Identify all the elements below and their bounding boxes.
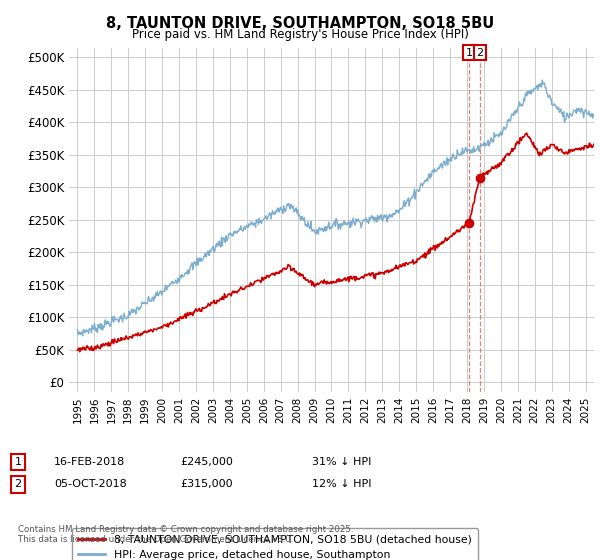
Text: 05-OCT-2018: 05-OCT-2018 — [54, 479, 127, 489]
Text: 31% ↓ HPI: 31% ↓ HPI — [312, 457, 371, 467]
Text: 12% ↓ HPI: 12% ↓ HPI — [312, 479, 371, 489]
Text: £315,000: £315,000 — [180, 479, 233, 489]
Text: Price paid vs. HM Land Registry's House Price Index (HPI): Price paid vs. HM Land Registry's House … — [131, 28, 469, 41]
Text: 8, TAUNTON DRIVE, SOUTHAMPTON, SO18 5BU: 8, TAUNTON DRIVE, SOUTHAMPTON, SO18 5BU — [106, 16, 494, 31]
Text: 1: 1 — [14, 457, 22, 467]
Text: 1: 1 — [466, 48, 473, 58]
Text: £245,000: £245,000 — [180, 457, 233, 467]
Text: Contains HM Land Registry data © Crown copyright and database right 2025.
This d: Contains HM Land Registry data © Crown c… — [18, 525, 353, 544]
Text: 16-FEB-2018: 16-FEB-2018 — [54, 457, 125, 467]
Text: 2: 2 — [476, 48, 484, 58]
Legend: 8, TAUNTON DRIVE, SOUTHAMPTON, SO18 5BU (detached house), HPI: Average price, de: 8, TAUNTON DRIVE, SOUTHAMPTON, SO18 5BU … — [72, 528, 478, 560]
Text: 2: 2 — [14, 479, 22, 489]
